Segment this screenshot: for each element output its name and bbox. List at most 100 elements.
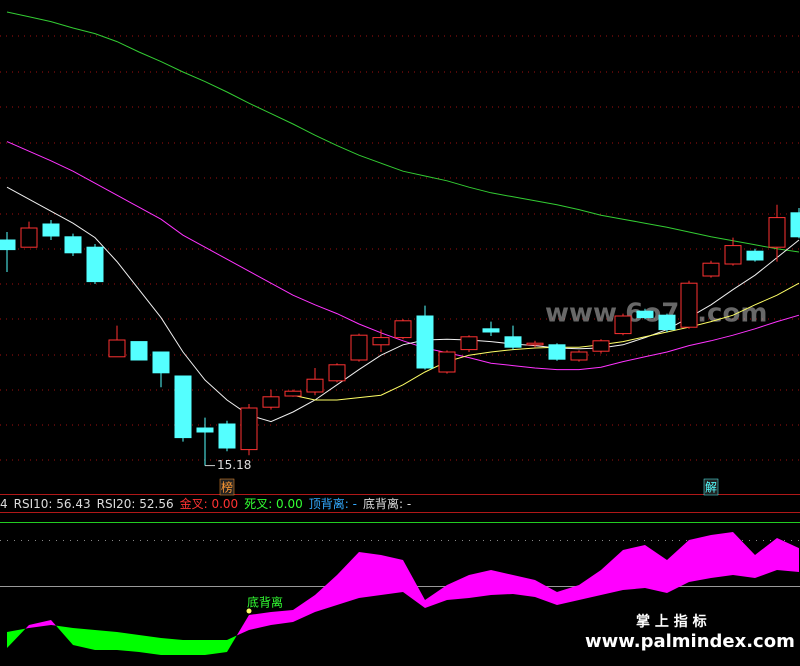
rsi-band bbox=[293, 594, 315, 623]
rsi-band bbox=[381, 554, 403, 595]
rsi-band bbox=[755, 538, 777, 579]
rsi-band bbox=[513, 574, 535, 598]
legend-item: RSI20: 52.56 bbox=[96, 497, 174, 511]
rsi-band bbox=[689, 534, 711, 583]
candle-body bbox=[174, 375, 192, 439]
rsi-band bbox=[645, 544, 667, 594]
signal-box bbox=[219, 478, 235, 496]
candle-body bbox=[438, 351, 456, 373]
rsi-band bbox=[161, 638, 183, 655]
candle-body bbox=[548, 344, 566, 360]
candle-body bbox=[636, 310, 654, 319]
rsi-band bbox=[117, 631, 139, 652]
candle-body bbox=[504, 336, 522, 348]
rsi-band bbox=[315, 574, 337, 613]
candle-body bbox=[768, 217, 786, 248]
candle-body bbox=[218, 423, 236, 449]
moving-average bbox=[292, 282, 800, 401]
candle-body bbox=[306, 378, 324, 393]
legend-item: 死叉: 0.00 bbox=[244, 497, 303, 511]
signal-dot bbox=[246, 608, 252, 614]
rsi-band bbox=[205, 639, 227, 655]
signal-label: 榜 bbox=[221, 480, 233, 495]
signal-label: 解 bbox=[705, 481, 717, 495]
candle-body bbox=[64, 236, 82, 254]
legend-item: 顶背离: - bbox=[308, 497, 357, 511]
legend-item: 金叉: 0.00 bbox=[179, 497, 239, 511]
candle-body bbox=[680, 282, 698, 328]
candle-body bbox=[284, 390, 302, 397]
candle-body bbox=[240, 407, 258, 451]
candle-body bbox=[196, 427, 214, 433]
rsi-band bbox=[139, 634, 161, 655]
candle-body bbox=[570, 351, 588, 361]
candle-body bbox=[746, 250, 764, 261]
rsi-band bbox=[469, 569, 491, 599]
rsi-band bbox=[403, 559, 425, 609]
candle-body bbox=[482, 328, 500, 333]
rsi-band bbox=[29, 619, 51, 629]
rsi-band bbox=[25, 624, 29, 629]
rsi-band bbox=[557, 584, 579, 605]
rsi-band bbox=[51, 619, 57, 626]
candle-body bbox=[372, 337, 390, 346]
low-label: 15.18 bbox=[217, 458, 251, 472]
candle-body bbox=[152, 351, 170, 374]
candle-body bbox=[460, 336, 478, 351]
moving-average bbox=[6, 11, 800, 253]
rsi-band bbox=[425, 584, 447, 609]
rsi-band bbox=[711, 532, 733, 579]
candle-body bbox=[394, 320, 412, 339]
watermark: 掌 上 指 标 bbox=[636, 613, 707, 630]
candle-body bbox=[262, 396, 280, 408]
indicator-legend: 4 RSI10: 56.43 RSI20: 52.56 金叉: 0.00 死叉: 0.0… bbox=[0, 496, 417, 512]
rsi-band bbox=[667, 539, 689, 594]
rsi-band bbox=[733, 532, 755, 579]
rsi-band bbox=[535, 579, 557, 605]
candle-body bbox=[0, 239, 16, 251]
signal-box bbox=[703, 478, 719, 496]
rsi-band bbox=[359, 552, 381, 599]
watermark: www.6o7o.com bbox=[545, 299, 767, 329]
candle-body bbox=[790, 212, 800, 238]
legend-item: RSI10: 56.43 bbox=[13, 497, 91, 511]
rsi-band bbox=[7, 628, 26, 649]
candle-body bbox=[724, 245, 742, 265]
rsi-band bbox=[227, 635, 237, 652]
moving-average bbox=[6, 141, 800, 371]
rsi-band bbox=[183, 639, 205, 655]
candle-body bbox=[702, 262, 720, 277]
rsi-band bbox=[271, 609, 293, 625]
candle-body bbox=[20, 227, 38, 248]
legend-item: 4 bbox=[0, 497, 8, 511]
candle-body bbox=[614, 315, 632, 335]
rsi-band bbox=[95, 629, 117, 650]
rsi-band bbox=[579, 569, 601, 600]
candle-body bbox=[658, 314, 676, 331]
rsi-band bbox=[447, 574, 469, 600]
rsi-band bbox=[249, 612, 271, 630]
rsi-band bbox=[491, 569, 513, 595]
watermark: www.palmindex.com bbox=[585, 631, 795, 652]
candle-body bbox=[130, 341, 148, 361]
rsi-band bbox=[623, 544, 645, 590]
candle-body bbox=[108, 339, 126, 358]
legend-item: 底背离: - bbox=[362, 497, 412, 511]
rsi-band bbox=[337, 552, 359, 605]
candle-body bbox=[42, 223, 60, 237]
candle-body bbox=[526, 342, 544, 346]
price-grid bbox=[0, 35, 800, 461]
candle-body bbox=[328, 364, 346, 382]
candle-body bbox=[416, 315, 434, 369]
divergence-label: 底背离 bbox=[247, 594, 283, 609]
candle-body bbox=[350, 334, 368, 361]
rsi-band bbox=[777, 538, 799, 573]
rsi-band bbox=[601, 549, 623, 595]
candle-body bbox=[592, 340, 610, 352]
rsi-band bbox=[236, 614, 249, 636]
rsi-band bbox=[56, 625, 73, 645]
rsi-band bbox=[73, 628, 95, 650]
candle-body bbox=[86, 246, 104, 283]
